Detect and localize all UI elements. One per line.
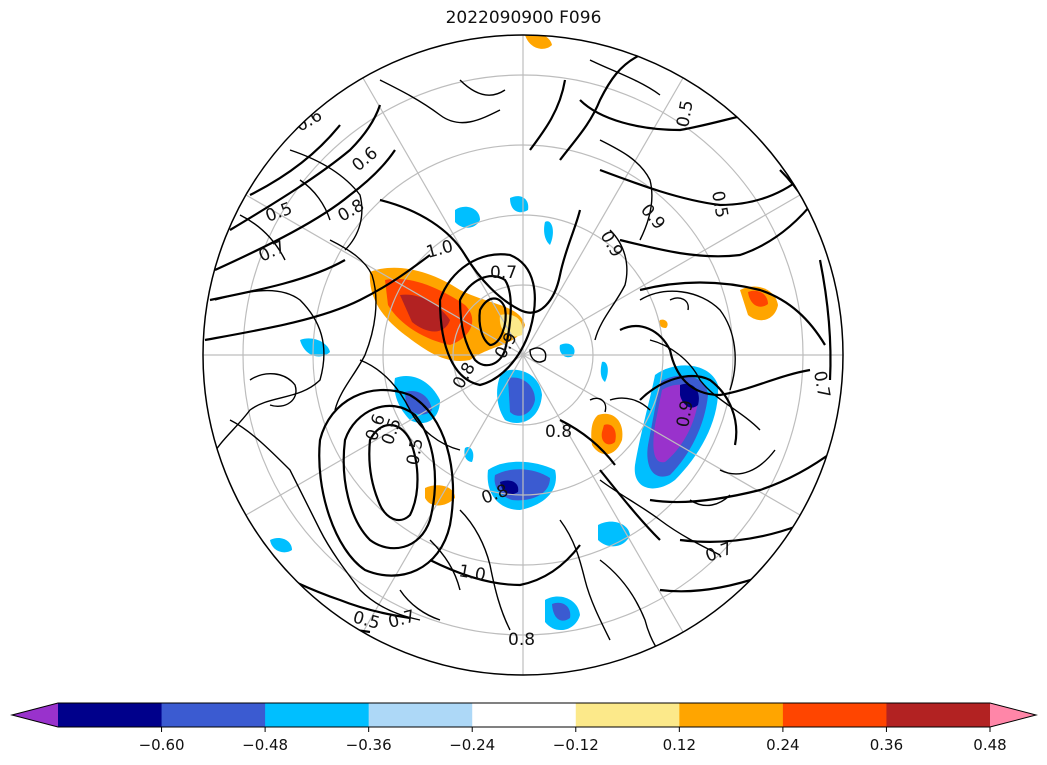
colorbar-extend-low bbox=[12, 703, 58, 727]
map-title: 2022090900 F096 bbox=[445, 8, 602, 28]
colorbar-swatch bbox=[265, 703, 370, 727]
contour-label: 0.8 bbox=[508, 630, 535, 650]
colorbar-tick-label: −0.48 bbox=[242, 736, 288, 754]
colorbar-tick-label: 0.48 bbox=[973, 736, 1006, 754]
colorbar-swatch bbox=[472, 703, 577, 727]
contour-label: 0.8 bbox=[545, 422, 572, 442]
colorbar-swatch bbox=[886, 703, 991, 727]
contour-label: 0.7 bbox=[490, 263, 517, 283]
colorbar-tick-label: −0.24 bbox=[449, 736, 495, 754]
colorbar-swatch bbox=[368, 703, 473, 727]
colorbar-swatch bbox=[58, 703, 163, 727]
colorbar-swatch bbox=[575, 703, 680, 727]
colorbar-tick-label: 0.36 bbox=[870, 736, 903, 754]
contour-label: 1.0 bbox=[457, 561, 487, 585]
colorbar-tick-label: −0.36 bbox=[346, 736, 392, 754]
contour-label: 0.7 bbox=[809, 369, 833, 399]
contour-label: 0.5 bbox=[673, 99, 697, 129]
contour-label: 0.9 bbox=[673, 399, 697, 429]
graticule bbox=[203, 35, 843, 675]
colorbar-swatch bbox=[161, 703, 266, 727]
colorbar-tick-label: −0.12 bbox=[553, 736, 599, 754]
colorbar-tick-label: 0.12 bbox=[663, 736, 696, 754]
contour-label: 0.5 bbox=[707, 189, 731, 219]
colorbar-swatch bbox=[679, 703, 784, 727]
contour-label: 0.5 bbox=[403, 437, 427, 467]
colorbar-swatches bbox=[12, 703, 1036, 727]
colorbar-outline bbox=[10, 702, 1038, 728]
colorbar-ticks: −0.60 −0.48 −0.36 −0.24 −0.12 0.12 0.24 0.36 0.4… bbox=[139, 727, 1007, 754]
colorbar-tick-label: −0.60 bbox=[139, 736, 185, 754]
colorbar-swatch bbox=[782, 703, 887, 727]
map-boundary bbox=[202, 34, 844, 676]
colorbar-tick-label: 0.24 bbox=[766, 736, 799, 754]
colorbar: −0.60 −0.48 −0.36 −0.24 −0.12 0.12 0.24 0.36 0.4… bbox=[10, 702, 1038, 754]
colorbar-extend-high bbox=[990, 703, 1036, 727]
